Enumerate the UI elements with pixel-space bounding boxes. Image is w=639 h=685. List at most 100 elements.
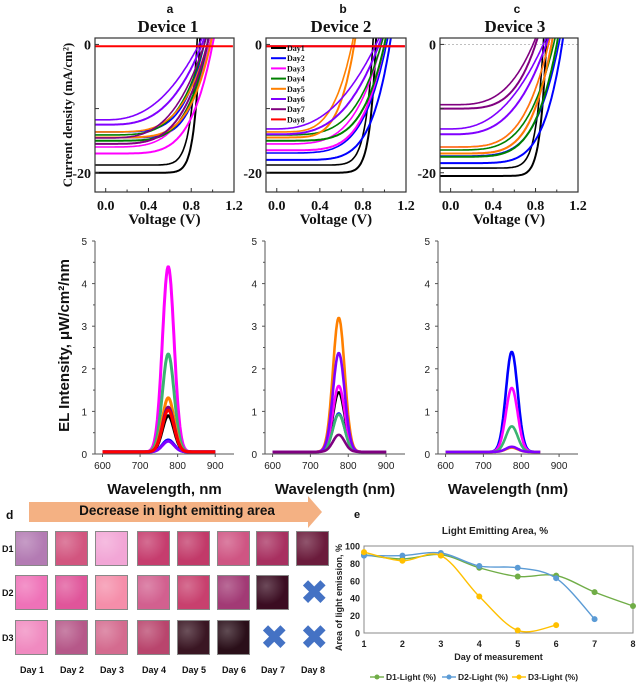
panel-d-arrow-text: Decrease in light emitting area: [79, 503, 275, 518]
missing-device-icon: ✖: [300, 573, 329, 613]
el-curve-day8: [101, 408, 216, 454]
panel-label: b: [339, 2, 346, 16]
device-photo-d2-day1: [15, 575, 48, 610]
jv-title: Device 1: [138, 17, 199, 36]
device-photo-d3-day1: [15, 620, 48, 655]
jv-curves: [266, 38, 405, 174]
jv-curve-reverse-day4: [95, 38, 207, 136]
x-axis-label: Voltage (V): [473, 212, 545, 228]
series-line-d3: [363, 551, 557, 633]
panel-label: a: [167, 2, 174, 16]
y-tick-label: 4: [424, 280, 430, 291]
y-tick-label: -20: [72, 167, 91, 182]
x-axis-label: Wavelength, nm: [107, 481, 221, 498]
jv-curve-reverse-day5: [95, 38, 210, 133]
y-tick-label: 0: [355, 629, 360, 639]
el-panel-c-EL: 0 1 2 3 4 5 600 700 800 900 Wavelength (nm): [424, 237, 578, 498]
x-tick-label: 700: [302, 461, 319, 472]
x-tick-label: 8: [630, 639, 635, 649]
data-point-d3-day6: [553, 622, 560, 629]
y-tick-label: 5: [251, 237, 257, 248]
x-tick-label: 0.0: [268, 199, 286, 214]
y-tick-label: 80: [350, 559, 360, 569]
x-tick-label: 0.8: [527, 199, 545, 214]
device-photo-d1-day2: [55, 531, 88, 566]
y-tick-label: 5: [81, 237, 87, 248]
y-tick-label: 3: [424, 322, 430, 333]
y-tick-label: 0: [81, 450, 87, 461]
legend-marker-d3: [516, 674, 522, 680]
x-tick-label: 0.4: [311, 199, 329, 214]
jv-curve-reverse-day6: [95, 38, 204, 121]
jv-curve-day2: [266, 38, 392, 161]
data-point-d2-day7: [591, 616, 598, 623]
x-tick-label: 900: [551, 461, 568, 472]
data-point-d1-day8: [630, 603, 636, 610]
jv-curve-reverse-day1: [440, 38, 545, 169]
day-label: Day 2: [59, 665, 85, 675]
jv-curve-day1: [95, 38, 202, 174]
y-tick-label: 0: [429, 38, 436, 53]
legend-label-d3: D3-Light (%): [528, 672, 578, 682]
x-axis-label: Day of measurement: [454, 652, 543, 662]
jv-curve-day3: [95, 38, 215, 155]
x-tick-label: 1.2: [569, 199, 587, 214]
x-tick-label: 7: [592, 639, 597, 649]
y-tick-label: 3: [251, 322, 257, 333]
device-photo-d3-day5: [177, 620, 210, 655]
jv-curve-day7: [95, 38, 210, 145]
x-tick-label: 600: [94, 461, 111, 472]
y-tick-label: 2: [251, 365, 257, 376]
data-point-d2-day6: [553, 575, 560, 582]
device-photo-d1-day7: [256, 531, 289, 566]
missing-device-icon: ✖: [300, 618, 329, 658]
x-tick-label: 900: [378, 461, 395, 472]
x-tick-label: 2: [400, 639, 405, 649]
jv-curve-reverse-day6: [266, 38, 380, 130]
legend-label-day5: Day5: [287, 85, 305, 94]
y-tick-label: 2: [424, 365, 430, 376]
device-photo-d1-day5: [177, 531, 210, 566]
jv-curve-reverse-day7: [440, 38, 537, 106]
jv-curve-day4: [440, 38, 559, 158]
jv-axes-frame: [439, 37, 579, 193]
y-tick-label: 100: [345, 542, 360, 552]
legend-label-day1: Day1: [287, 44, 305, 53]
x-tick-label: 800: [169, 461, 186, 472]
legend-label-day2: Day2: [287, 54, 305, 63]
day-label: Day 3: [99, 665, 125, 675]
x-tick-label: 0.0: [442, 199, 460, 214]
y-tick-label: 1: [251, 407, 257, 418]
el-panel-b-EL: 0 1 2 3 4 5 600 700 800 900 Wavelength (nm): [251, 237, 405, 498]
day-label: Day 6: [221, 665, 247, 675]
device-photo-d1-day3: [95, 531, 128, 566]
jv-curve-day6: [440, 38, 550, 136]
jv-curves: [95, 38, 233, 174]
x-tick-label: 1.2: [225, 199, 243, 214]
y-tick-label: 1: [424, 407, 430, 418]
panel-d-photo-grid: Decrease in light emitting area D1 D2 ✖ D3 ✖…: [2, 503, 329, 675]
jv-curve-day6: [266, 38, 383, 136]
jv-axes-frame: [265, 37, 407, 193]
x-tick-label: 1: [361, 639, 366, 649]
y-tick-label: 40: [350, 594, 360, 604]
decrease-arrow: [29, 496, 322, 528]
y-tick-label: 1: [81, 407, 87, 418]
jv-curve-reverse-day1: [266, 38, 375, 166]
jv-curve-reverse-day5: [440, 38, 551, 148]
device-photo-d3-day4: [137, 620, 170, 655]
x-tick-label: 1.2: [397, 199, 415, 214]
x-tick-label: 800: [340, 461, 357, 472]
y-tick-label: 0: [424, 450, 430, 461]
jv-curve-reverse-day5: [266, 38, 355, 133]
jv-curve-day1: [266, 38, 378, 174]
plot-frame: [363, 545, 634, 634]
device-photo-d3-day2: [55, 620, 88, 655]
legend-label-day7: Day7: [287, 105, 305, 114]
jv-curve-reverse-day4: [440, 38, 556, 151]
